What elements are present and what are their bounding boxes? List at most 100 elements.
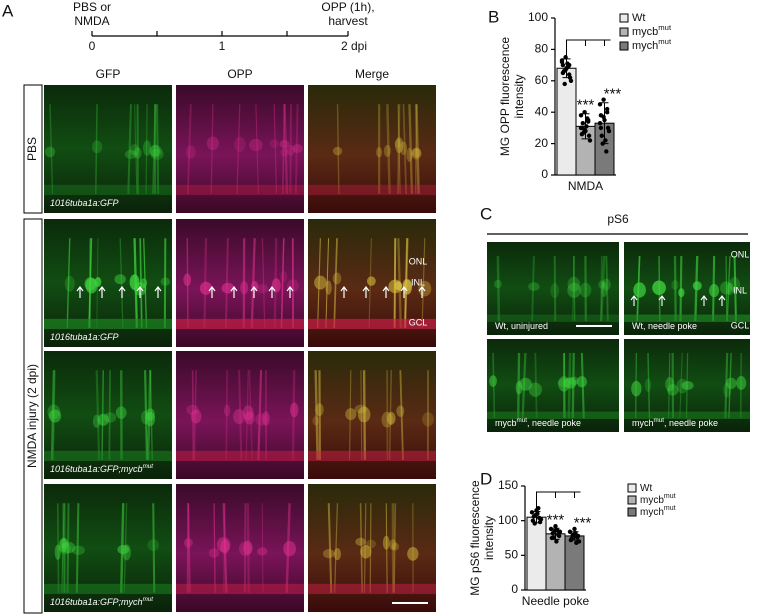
cell-process <box>393 503 397 593</box>
micrograph <box>44 85 172 213</box>
cell-process <box>600 255 606 322</box>
arrow <box>340 286 348 298</box>
cell-process <box>108 370 111 460</box>
arrow <box>268 286 276 298</box>
cell-body <box>528 282 540 291</box>
cell-process <box>245 370 249 460</box>
panel-letter: C <box>480 204 492 223</box>
gcl-band <box>624 411 750 419</box>
data-point <box>601 97 606 102</box>
micrograph <box>176 85 304 213</box>
y-tick-label: 50 <box>505 548 519 562</box>
cell-body <box>60 537 69 549</box>
image-label-part: 1016tuba1a:GFP <box>50 198 119 208</box>
cell-body <box>354 404 368 414</box>
timeline-label: OPP (1h), <box>321 0 374 14</box>
data-point <box>566 64 571 69</box>
data-point <box>582 110 587 115</box>
cell-body <box>389 539 397 551</box>
cell-process <box>222 503 228 593</box>
image-label-c: mychmut, needle poke <box>632 417 718 428</box>
cell-process <box>402 104 408 194</box>
cell-process <box>728 352 732 419</box>
gcl-band <box>44 184 172 196</box>
cell-process <box>151 104 157 194</box>
cell-body <box>576 376 588 388</box>
arrow <box>630 295 638 306</box>
cell-process <box>369 503 372 593</box>
cell-body <box>223 404 231 417</box>
cell-body <box>381 411 393 428</box>
cell-process <box>333 503 339 593</box>
legend-label-part: mycb <box>632 26 658 38</box>
panel-letter: D <box>480 469 492 488</box>
cell-body <box>411 147 422 158</box>
cell-body <box>345 408 357 421</box>
cell-body <box>332 146 343 156</box>
data-point <box>578 113 584 118</box>
cell-body <box>233 409 246 425</box>
cell-process <box>415 104 420 194</box>
cell-body <box>142 140 152 156</box>
image-label-c-part: mycb <box>495 418 517 428</box>
cell-process <box>397 104 401 194</box>
cell-body <box>133 147 142 159</box>
cell-body <box>676 378 689 394</box>
cell-body <box>238 541 252 557</box>
cell-process <box>573 255 576 322</box>
micrograph <box>487 339 619 432</box>
arrow <box>700 295 708 306</box>
y-tick-label: 80 <box>535 42 549 56</box>
cell-process <box>314 370 319 460</box>
image-label-part: 1016tuba1a:GFP <box>50 332 119 342</box>
cell-body <box>61 541 76 554</box>
cell-process <box>521 352 527 419</box>
cell-process <box>225 370 228 460</box>
cell-body <box>183 273 192 287</box>
cell-body <box>114 274 126 285</box>
cell-body <box>85 277 98 294</box>
cell-process <box>421 238 426 328</box>
cell-process <box>127 104 132 194</box>
image-label-c: Wt, uninjured <box>495 321 548 331</box>
legend-swatch <box>627 483 637 493</box>
cell-body <box>355 537 366 546</box>
cell-process <box>647 352 651 419</box>
cell-body <box>314 275 327 290</box>
significance: *** <box>574 515 592 532</box>
cell-process <box>152 503 156 593</box>
cell-process <box>56 503 60 593</box>
data-point <box>597 120 603 126</box>
cell-body <box>286 144 296 156</box>
layer-label: GCL <box>731 320 750 330</box>
gcl-band <box>44 583 172 595</box>
column-header: OPP <box>227 67 252 81</box>
data-point <box>548 526 554 532</box>
panel-letter: A <box>2 1 14 20</box>
cell-body <box>145 408 155 421</box>
gcl-band <box>487 411 619 419</box>
significance-bracket <box>566 39 611 56</box>
cell-process <box>149 370 153 460</box>
image-label: 1016tuba1a:GFP;mycbmut <box>50 463 153 474</box>
cell-body <box>184 537 192 549</box>
cell-body <box>736 376 747 390</box>
arrow <box>208 286 216 298</box>
image-label-part: mut <box>143 596 154 603</box>
cell-body <box>357 406 371 423</box>
cell-process <box>404 238 408 328</box>
cell-body <box>396 405 405 417</box>
cell-process <box>49 104 54 194</box>
cell-process <box>257 370 263 460</box>
significance: *** <box>577 97 595 114</box>
micrograph <box>308 351 436 479</box>
y-tick-label: 0 <box>541 167 548 181</box>
legend-label: mychmut <box>640 505 676 517</box>
cell-body <box>402 279 413 295</box>
arrow <box>382 286 390 298</box>
data-point <box>598 125 604 131</box>
cell-process <box>243 503 247 593</box>
y-tick-label: 20 <box>535 136 549 150</box>
cell-body <box>598 280 606 289</box>
